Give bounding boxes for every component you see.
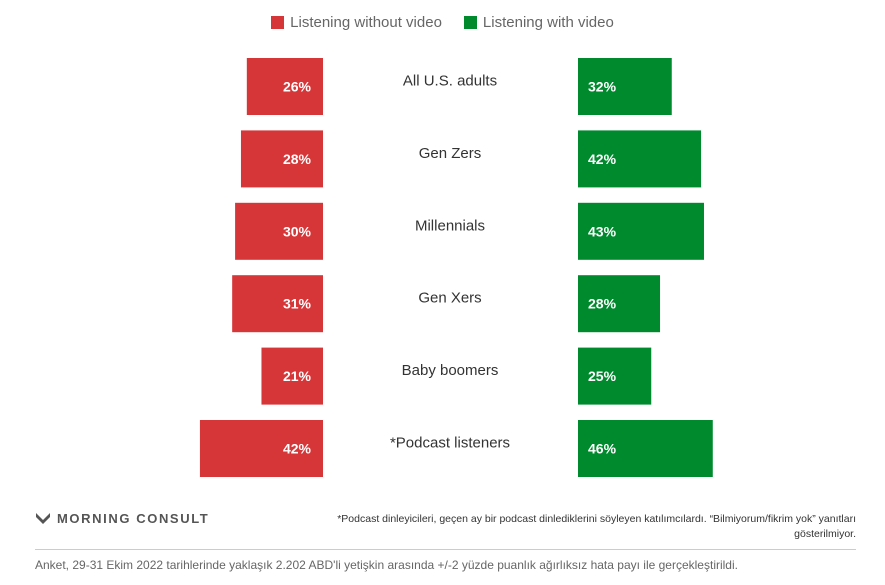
data-label-with-video-millennials: 43% bbox=[588, 223, 617, 239]
category-label-all-u-s-adults: All U.S. adults bbox=[403, 73, 497, 90]
bar-without-video-baby-boomers bbox=[261, 347, 323, 405]
data-label-without-video-gen-xers: 31% bbox=[283, 296, 312, 312]
data-label-with-video-gen-zers: 42% bbox=[588, 151, 617, 167]
data-label-with-video-gen-xers: 28% bbox=[588, 296, 617, 312]
data-label-without-video-baby-boomers: 21% bbox=[283, 368, 312, 384]
bar-without-video-gen-xers bbox=[232, 275, 323, 333]
source-note: Anket, 29-31 Ekim 2022 tarihlerinde yakl… bbox=[35, 558, 738, 572]
bar-with-video-gen-xers bbox=[578, 275, 661, 333]
bar-without-video-millennials bbox=[235, 202, 323, 260]
bar-with-video-podcast-listeners bbox=[578, 420, 713, 477]
legend: Listening without video Listening with v… bbox=[0, 14, 885, 31]
divider bbox=[35, 549, 856, 550]
bar-without-video-gen-zers bbox=[240, 130, 323, 188]
category-label-gen-xers: Gen Xers bbox=[418, 290, 481, 307]
legend-swatch-without-video bbox=[271, 16, 285, 29]
category-label-millennials: Millennials bbox=[415, 217, 485, 234]
data-label-without-video-gen-zers: 28% bbox=[283, 151, 312, 167]
bar-with-video-gen-zers bbox=[578, 130, 702, 188]
data-label-without-video-podcast-listeners: 42% bbox=[283, 441, 312, 457]
logo-text: MORNING CONSULT bbox=[57, 511, 210, 526]
footnote: *Podcast dinleyicileri, geçen ay bir pod… bbox=[337, 513, 856, 540]
category-label-podcast-listeners: *Podcast listeners bbox=[390, 435, 510, 452]
data-label-with-video-all-u-s-adults: 32% bbox=[588, 79, 617, 95]
bar-with-video-baby-boomers bbox=[578, 347, 652, 405]
category-label-gen-zers: Gen Zers bbox=[419, 145, 482, 162]
m-logo-icon bbox=[36, 512, 50, 524]
bar-without-video-podcast-listeners bbox=[199, 420, 323, 477]
legend-swatch-with-video bbox=[463, 16, 477, 29]
bar-with-video-all-u-s-adults bbox=[578, 58, 672, 115]
bar-without-video-all-u-s-adults bbox=[246, 58, 323, 115]
data-label-with-video-podcast-listeners: 46% bbox=[588, 441, 617, 457]
bar-with-video-millennials bbox=[578, 202, 704, 260]
morning-consult-logo: MORNING CONSULT bbox=[35, 511, 209, 526]
legend-label-without-video: Listening without video bbox=[290, 14, 442, 31]
data-label-without-video-millennials: 30% bbox=[283, 223, 312, 239]
chart-svg: 26% 32% All U.S. adults 28% 42% Gen Zers 30% 43… bbox=[199, 58, 713, 477]
category-label-baby-boomers: Baby boomers bbox=[402, 362, 499, 379]
legend-item-with-video[interactable]: Listening with video bbox=[463, 14, 614, 31]
legend-label-with-video: Listening with video bbox=[482, 14, 614, 31]
data-label-without-video-all-u-s-adults: 26% bbox=[283, 79, 312, 95]
data-label-with-video-baby-boomers: 25% bbox=[588, 368, 617, 384]
legend-item-without-video[interactable]: Listening without video bbox=[271, 14, 442, 31]
